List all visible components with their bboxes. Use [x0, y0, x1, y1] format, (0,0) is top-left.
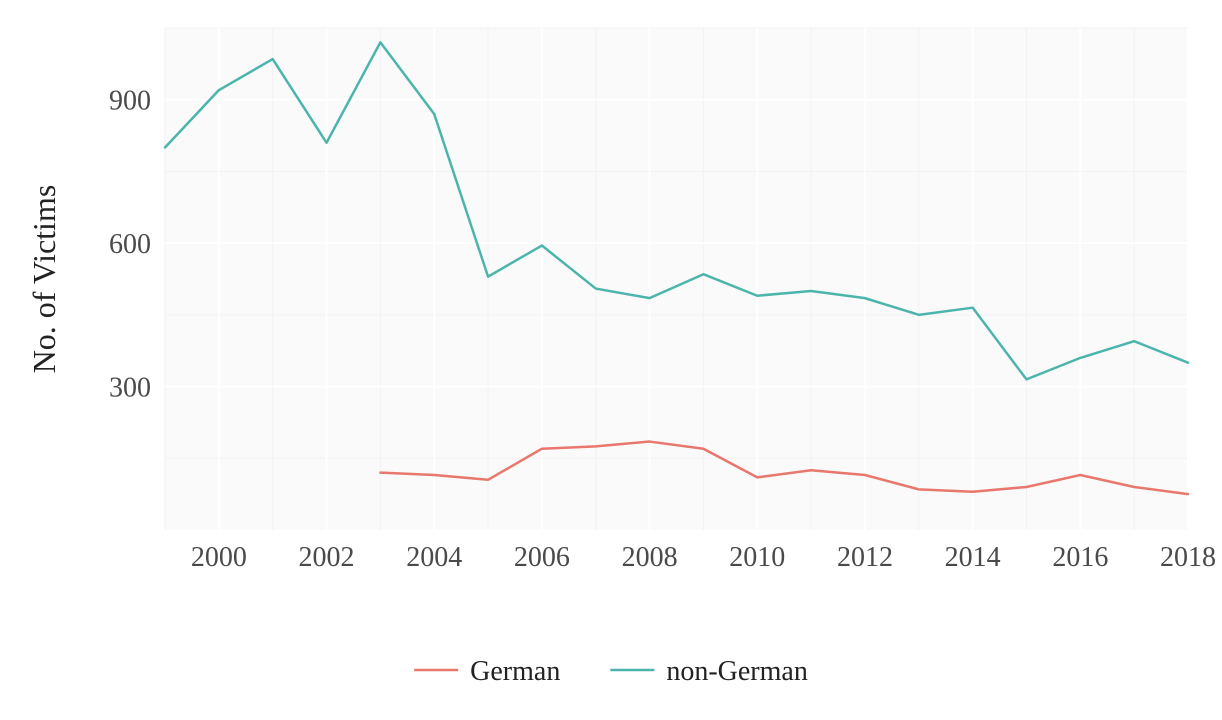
legend-label: German	[470, 656, 560, 687]
y-tick-label: 300	[109, 373, 151, 404]
y-tick-label: 600	[109, 229, 151, 260]
plot-panel	[165, 28, 1188, 530]
x-tick-label: 2018	[1160, 542, 1216, 573]
x-tick-label: 2012	[837, 542, 893, 573]
y-axis-label: No. of Victims	[26, 185, 62, 374]
x-tick-label: 2002	[299, 542, 355, 573]
x-tick-label: 2008	[622, 542, 678, 573]
legend-label: non-German	[666, 656, 808, 687]
x-tick-label: 2014	[945, 542, 1001, 573]
x-tick-label: 2016	[1052, 542, 1108, 573]
line-chart: 2000 2002 2004 2006 2008 2010 2012 2014 2016 2018…	[0, 0, 1222, 720]
x-tick-label: 2010	[729, 542, 785, 573]
x-tick-label: 2000	[191, 542, 247, 573]
x-tick-label: 2004	[406, 542, 462, 573]
chart-svg: 2000 2002 2004 2006 2008 2010 2012 2014 2016 2018…	[0, 0, 1222, 720]
y-tick-label: 900	[109, 86, 151, 117]
x-tick-label: 2006	[514, 542, 570, 573]
